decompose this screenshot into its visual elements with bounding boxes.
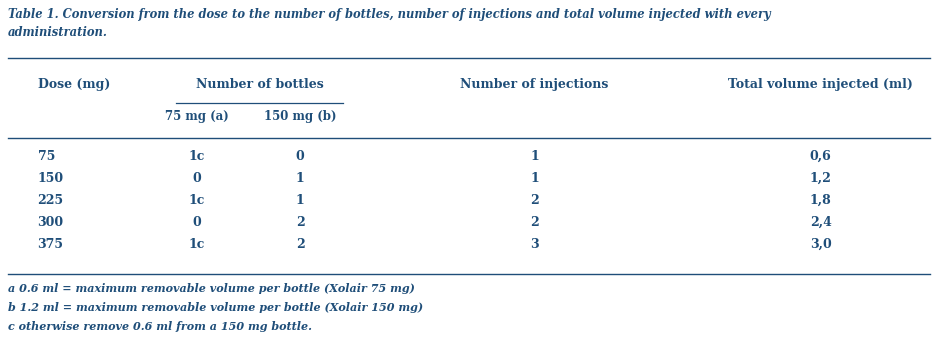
- Text: 225: 225: [38, 194, 64, 206]
- Text: 0: 0: [295, 150, 305, 162]
- Text: 2: 2: [530, 194, 539, 206]
- Text: 3: 3: [530, 237, 539, 250]
- Text: 0: 0: [192, 171, 202, 185]
- Text: 1,8: 1,8: [809, 194, 832, 206]
- Text: 1c: 1c: [189, 150, 205, 162]
- Text: 2: 2: [295, 215, 305, 229]
- Text: a 0.6 ml = maximum removable volume per bottle (Xolair 75 mg): a 0.6 ml = maximum removable volume per …: [8, 283, 415, 294]
- Text: 150 mg (b): 150 mg (b): [264, 110, 337, 123]
- Text: 2: 2: [295, 237, 305, 250]
- Text: Number of injections: Number of injections: [461, 78, 609, 91]
- Text: Total volume injected (ml): Total volume injected (ml): [728, 78, 914, 91]
- Text: 0,6: 0,6: [809, 150, 832, 162]
- Text: 1: 1: [295, 194, 305, 206]
- Text: 375: 375: [38, 237, 64, 250]
- Text: Table 1. Conversion from the dose to the number of bottles, number of injections: Table 1. Conversion from the dose to the…: [8, 8, 770, 21]
- Text: 1: 1: [530, 150, 539, 162]
- Text: administration.: administration.: [8, 26, 107, 39]
- Text: 3,0: 3,0: [809, 237, 832, 250]
- Text: 1c: 1c: [189, 194, 205, 206]
- Text: 300: 300: [38, 215, 64, 229]
- Text: 150: 150: [38, 171, 64, 185]
- Text: b 1.2 ml = maximum removable volume per bottle (Xolair 150 mg): b 1.2 ml = maximum removable volume per …: [8, 302, 423, 313]
- Text: 2,4: 2,4: [809, 215, 832, 229]
- Text: 1,2: 1,2: [809, 171, 832, 185]
- Text: 2: 2: [530, 215, 539, 229]
- Text: c otherwise remove 0.6 ml from a 150 mg bottle.: c otherwise remove 0.6 ml from a 150 mg …: [8, 321, 311, 332]
- Text: 75: 75: [38, 150, 55, 162]
- Text: 1c: 1c: [189, 237, 205, 250]
- Text: 1: 1: [295, 171, 305, 185]
- Text: 75 mg (a): 75 mg (a): [165, 110, 229, 123]
- Text: Dose (mg): Dose (mg): [38, 78, 110, 91]
- Text: Number of bottles: Number of bottles: [196, 78, 324, 91]
- Text: 0: 0: [192, 215, 202, 229]
- Text: 1: 1: [530, 171, 539, 185]
